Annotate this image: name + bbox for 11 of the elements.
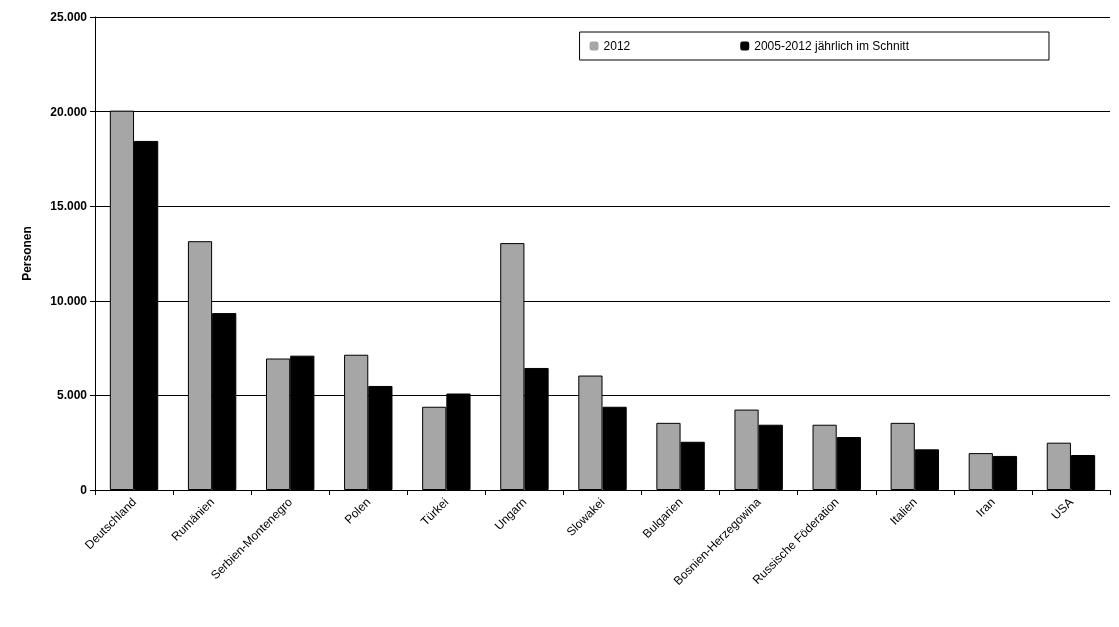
y-axis-title: Personen — [20, 226, 34, 281]
y-tick-label: 25.000 — [50, 10, 88, 24]
y-tick-label: 0 — [80, 483, 88, 497]
y-tick-label: 5.000 — [56, 388, 88, 403]
x-tick-label: Iran — [973, 495, 998, 520]
legend-label: 2005-2012 jährlich im Schnitt — [754, 39, 910, 53]
legend-label: 2012 — [603, 39, 631, 53]
x-tick-label: USA — [1048, 495, 1076, 523]
y-tick-label: 10.000 — [50, 293, 88, 308]
y-tick-label: 15.000 — [50, 199, 88, 214]
y-tick-label: 20.000 — [50, 104, 88, 119]
